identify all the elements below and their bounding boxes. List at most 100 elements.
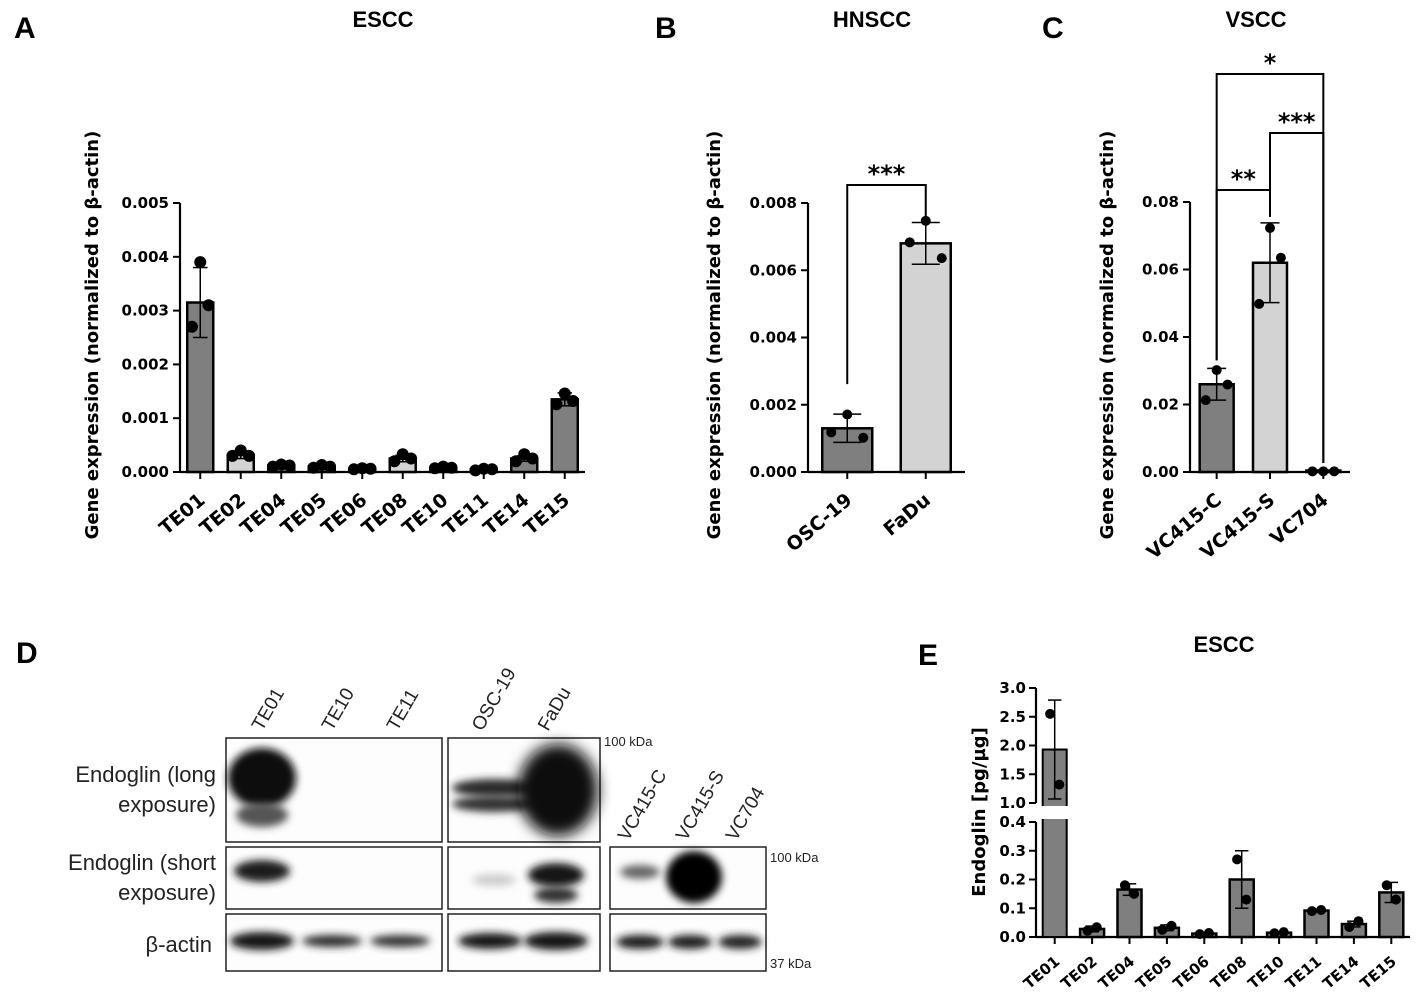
wb-band — [230, 932, 294, 950]
data-point — [283, 459, 296, 472]
x-tick-label: TE10 — [398, 489, 452, 540]
panel-label-e: E — [918, 639, 938, 672]
data-point — [1166, 920, 1177, 931]
chart-c: 0.000.020.040.060.08VC415-CVC415-SVC704*… — [1142, 49, 1350, 564]
data-point — [826, 427, 837, 438]
data-point — [904, 237, 915, 248]
y-tick-label: 0.06 — [1142, 261, 1179, 279]
y-tick-label: 0.04 — [1142, 328, 1179, 346]
data-point — [1232, 854, 1243, 865]
wb-lane-label: VC415-C — [614, 766, 671, 844]
x-tick-label: TE05 — [1132, 952, 1175, 992]
wb-lane-label: FaDu — [534, 684, 575, 735]
panel-label-b: B — [655, 12, 677, 45]
x-tick-label: FaDu — [879, 489, 935, 541]
y-tick-label: 3.0 — [999, 679, 1026, 697]
data-point — [226, 449, 239, 462]
chart-b-title: HNSCC — [833, 7, 911, 32]
wb-lane-label: OSC-19 — [468, 665, 521, 735]
chart-a-ylabel: Gene expression (normalized to β-actin) — [82, 131, 103, 540]
significance-label: *** — [1278, 108, 1316, 136]
data-point — [428, 462, 441, 475]
data-point — [858, 432, 869, 443]
western-blot: TE01 TE10 TE11 OSC-19 FaDu VC415-C VC415… — [68, 665, 819, 972]
wb-band — [228, 748, 296, 808]
wb-row-label-long-1: Endoglin (long — [75, 762, 216, 787]
y-tick-label: 0.004 — [122, 248, 169, 266]
wb-band — [616, 935, 664, 949]
data-point — [1265, 222, 1275, 233]
data-point — [388, 455, 401, 468]
data-point — [243, 449, 256, 462]
x-tick-label: TE14 — [1319, 952, 1362, 992]
wb-band — [452, 796, 536, 812]
data-point — [509, 455, 522, 468]
y-tick-label: 0.0 — [999, 928, 1026, 946]
data-point — [1306, 906, 1317, 917]
data-point — [842, 409, 853, 420]
data-point — [1129, 888, 1140, 899]
wb-marker: 100 kDa — [770, 850, 819, 865]
data-point — [202, 299, 215, 312]
chart-a: 0.0000.0010.0020.0030.0040.005TE01TE02TE… — [122, 194, 585, 540]
chart-e: 0.00.10.20.30.41.01.52.02.53.0TE01TE02TE… — [999, 679, 1410, 993]
x-tick-label: TE04 — [236, 489, 290, 540]
data-point — [1329, 466, 1340, 477]
data-point — [920, 215, 931, 226]
y-tick-label: 0.002 — [750, 396, 797, 414]
y-tick-label: 0.000 — [750, 463, 797, 481]
wb-band — [452, 779, 536, 797]
bar — [899, 242, 952, 474]
data-point — [1353, 916, 1364, 927]
data-point — [1381, 880, 1392, 891]
significance-label: *** — [868, 160, 906, 188]
significance-bracket — [1215, 73, 1325, 463]
data-point — [1254, 298, 1265, 309]
wb-band — [718, 935, 762, 949]
x-tick-label: VC704 — [1266, 489, 1332, 550]
data-point — [1194, 929, 1205, 940]
y-tick-label: 1.0 — [999, 794, 1026, 812]
bar — [1041, 817, 1068, 938]
chart-a-title: ESCC — [352, 7, 413, 32]
wb-marker: 100 kDa — [604, 734, 653, 749]
wb-band — [528, 863, 584, 887]
wb-band — [620, 865, 660, 879]
wb-band — [524, 932, 588, 950]
y-tick-label: 0.02 — [1142, 396, 1179, 414]
chart-c-title: VSCC — [1225, 7, 1286, 32]
x-tick-label: TE11 — [1282, 952, 1325, 992]
wb-row-label-short-2: exposure) — [118, 880, 216, 905]
data-point — [266, 460, 279, 473]
significance-label: ** — [1231, 165, 1257, 193]
x-tick-label: TE08 — [358, 489, 412, 540]
wb-lane-label: TE10 — [318, 685, 359, 735]
x-tick-label: TE10 — [1244, 952, 1287, 992]
y-tick-label: 0.1 — [999, 899, 1026, 917]
bar — [1303, 909, 1330, 939]
wb-band — [472, 874, 516, 886]
data-point — [1390, 894, 1401, 905]
data-point — [1082, 925, 1093, 936]
y-tick-label: 0.006 — [750, 261, 797, 279]
y-tick-label: 0.005 — [122, 194, 169, 212]
data-point — [1269, 928, 1280, 939]
x-tick-label: OSC-19 — [782, 489, 856, 556]
data-point — [1241, 894, 1252, 905]
wb-band — [518, 744, 598, 836]
wb-band — [236, 803, 288, 827]
wb-band — [302, 935, 362, 947]
panel-label-d: D — [16, 637, 38, 670]
x-tick-label: TE08 — [1207, 952, 1250, 992]
x-tick-label: TE14 — [479, 489, 533, 540]
chart-b-ylabel: Gene expression (normalized to β-actin) — [704, 131, 725, 540]
wb-band — [534, 887, 578, 903]
data-point — [1054, 779, 1065, 790]
y-tick-label: 0.00 — [1142, 463, 1179, 481]
data-point — [526, 452, 539, 465]
y-tick-label: 0.004 — [750, 329, 797, 347]
x-tick-label: TE15 — [1357, 952, 1400, 992]
data-point — [445, 461, 458, 474]
data-point — [405, 452, 418, 465]
data-point — [364, 462, 377, 475]
